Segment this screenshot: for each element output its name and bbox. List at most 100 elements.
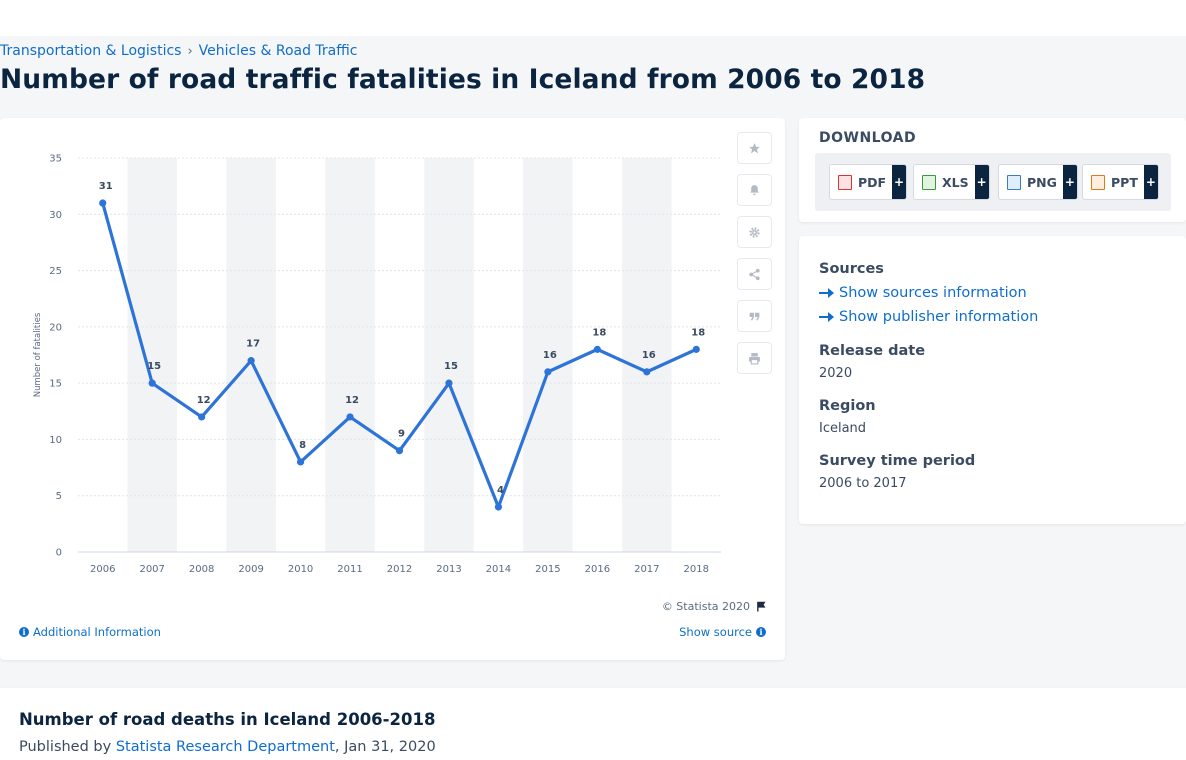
background-band	[325, 158, 375, 552]
favorite-button[interactable]	[737, 132, 772, 164]
published-by-line: Published by Statista Research Departmen…	[19, 739, 436, 755]
x-tick-label: 2008	[189, 564, 214, 575]
show-sources-link[interactable]: Show sources information	[819, 285, 1027, 301]
data-point	[494, 503, 503, 511]
alert-button[interactable]	[737, 174, 772, 206]
data-label: 17	[246, 339, 260, 350]
download-ppt-button[interactable]: PPT +	[1082, 164, 1159, 200]
show-sources-label: Show sources information	[839, 285, 1027, 301]
chart-toolbar	[737, 132, 772, 384]
data-label: 16	[642, 350, 656, 361]
published-by-label: Published by	[19, 739, 116, 755]
data-point	[296, 458, 305, 466]
xls-file-icon	[922, 174, 936, 190]
additional-information-link[interactable]: i Additional Information	[19, 625, 161, 639]
settings-button[interactable]	[737, 216, 772, 248]
plus-icon: +	[892, 165, 907, 199]
data-label: 12	[345, 395, 359, 406]
data-label: 12	[197, 395, 211, 406]
show-source-label: Show source	[679, 625, 752, 639]
flag-icon[interactable]	[756, 601, 767, 612]
data-point	[643, 368, 651, 376]
background-band	[226, 158, 276, 552]
gear-icon	[749, 226, 760, 238]
y-tick-label: 20	[49, 322, 62, 333]
print-icon	[749, 352, 760, 364]
y-tick-label: 5	[56, 491, 62, 502]
data-label: 18	[691, 327, 705, 338]
top-bar	[0, 0, 1186, 36]
data-point	[99, 199, 107, 207]
data-label: 18	[592, 327, 606, 338]
breadcrumb-separator: ›	[187, 43, 193, 59]
quote-icon	[749, 312, 760, 320]
y-tick-label: 30	[49, 210, 62, 221]
x-tick-label: 2017	[634, 564, 659, 575]
download-xls-label: XLS	[942, 174, 969, 190]
y-axis-title: Number of fatalities	[33, 312, 43, 397]
data-point	[544, 368, 552, 376]
background-band	[523, 158, 573, 552]
survey-period-value: 2006 to 2017	[819, 476, 907, 491]
star-icon	[749, 142, 760, 153]
y-tick-label: 10	[49, 435, 62, 446]
data-label: 15	[147, 361, 161, 372]
download-png-label: PNG	[1027, 174, 1057, 190]
breadcrumb-item-vehicles[interactable]: Vehicles & Road Traffic	[198, 43, 358, 59]
download-ppt-label: PPT	[1111, 174, 1138, 190]
x-tick-label: 2011	[337, 564, 362, 575]
show-publisher-link[interactable]: Show publisher information	[819, 309, 1038, 325]
cite-button[interactable]	[737, 300, 772, 332]
background-band	[424, 158, 474, 552]
data-point	[445, 379, 453, 387]
y-tick-label: 35	[49, 154, 62, 165]
breadcrumb-item-transportation[interactable]: Transportation & Logistics	[0, 43, 182, 59]
release-date-value: 2020	[819, 366, 853, 381]
download-title: DOWNLOAD	[819, 130, 917, 146]
region-heading: Region	[819, 398, 876, 414]
x-tick-label: 2016	[585, 564, 610, 575]
statistic-description-card: Number of road deaths in Iceland 2006-20…	[0, 688, 1186, 760]
print-button[interactable]	[737, 342, 772, 374]
download-xls-button[interactable]: XLS +	[913, 164, 990, 200]
png-file-icon	[1007, 174, 1021, 190]
page-title: Number of road traffic fatalities in Ice…	[0, 64, 926, 95]
data-label: 9	[398, 429, 405, 440]
data-label: 16	[543, 350, 557, 361]
x-tick-label: 2009	[238, 564, 263, 575]
y-tick-label: 25	[49, 266, 62, 277]
y-tick-label: 15	[49, 379, 62, 390]
additional-information-label: Additional Information	[33, 625, 161, 639]
sources-heading: Sources	[819, 261, 884, 277]
data-label: 8	[299, 440, 306, 451]
publish-date: , Jan 31, 2020	[334, 739, 436, 755]
statistic-details-card: Sources Show sources information Show pu…	[799, 236, 1186, 524]
show-publisher-label: Show publisher information	[839, 309, 1039, 325]
copyright-text: © Statista 2020	[661, 600, 750, 613]
arrow-right-icon	[819, 288, 834, 298]
chart-card: 0 5 10 15 20 25 30 35 Number of fatalities 2006 20…	[0, 118, 785, 660]
arrow-right-icon	[819, 312, 834, 322]
download-pdf-button[interactable]: PDF +	[829, 164, 908, 200]
publisher-link[interactable]: Statista Research Department	[115, 739, 335, 755]
data-point	[148, 379, 156, 387]
x-tick-label: 2010	[288, 564, 313, 575]
plus-icon: +	[1062, 165, 1077, 199]
show-source-link[interactable]: Show source i	[679, 625, 766, 639]
y-tick-label: 0	[56, 548, 62, 559]
background-band	[127, 158, 177, 552]
background-band	[622, 158, 672, 552]
breadcrumb: Transportation & Logistics › Vehicles & …	[0, 43, 358, 59]
download-png-button[interactable]: PNG +	[998, 164, 1078, 200]
share-icon	[749, 268, 760, 280]
x-tick-label: 2018	[684, 564, 709, 575]
share-button[interactable]	[737, 258, 772, 290]
data-point	[692, 345, 700, 353]
ppt-file-icon	[1091, 174, 1105, 190]
survey-period-heading: Survey time period	[819, 453, 976, 469]
info-icon: i	[19, 627, 29, 637]
series-line	[101, 201, 698, 509]
x-tick-label: 2014	[486, 564, 511, 575]
data-label: 15	[444, 361, 458, 372]
x-tick-label: 2006	[90, 564, 115, 575]
